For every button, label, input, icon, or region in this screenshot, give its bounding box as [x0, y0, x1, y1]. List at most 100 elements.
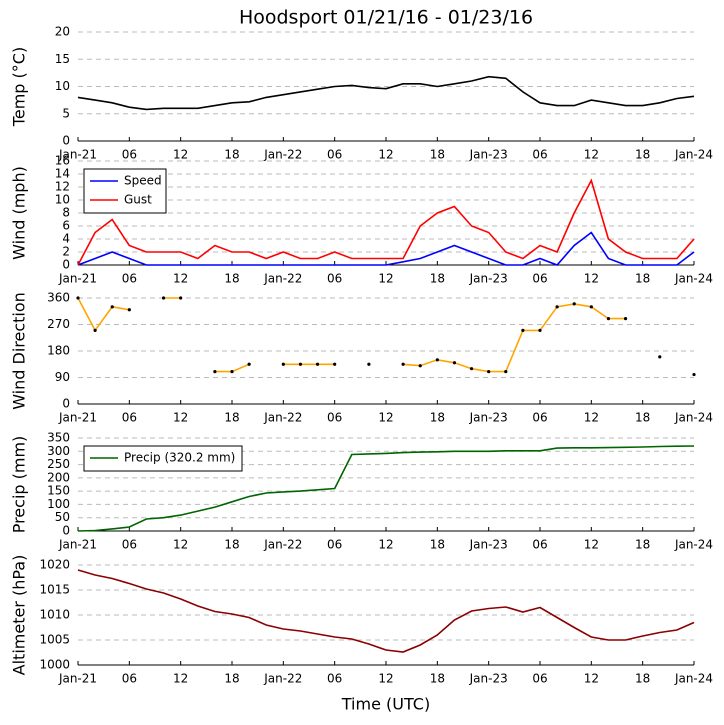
y-tick-label: 10: [55, 79, 70, 93]
x-tick-label: Jan-21: [58, 272, 97, 286]
point: [401, 362, 405, 366]
y-tick-label: 1020: [39, 558, 70, 572]
x-tick-label: Jan-23: [469, 411, 508, 425]
series-line: [77, 569, 695, 653]
y-axis-label: Wind Direction: [10, 292, 29, 410]
x-tick-label: Jan-23: [469, 538, 508, 552]
point: [93, 328, 97, 332]
y-tick-label: 15: [55, 52, 70, 66]
point: [623, 317, 628, 321]
legend-label: Gust: [124, 193, 152, 207]
series-line: [77, 445, 695, 532]
point: [606, 317, 611, 321]
point: [487, 370, 491, 374]
point: [247, 362, 251, 366]
x-tick-label: Jan-22: [263, 148, 302, 162]
x-tick-label: 12: [173, 672, 188, 686]
x-tick-label: 06: [532, 538, 547, 552]
x-tick-label: Jan-21: [58, 411, 97, 425]
point: [418, 364, 422, 368]
x-tick-label: 06: [532, 672, 547, 686]
x-tick-label: 18: [430, 148, 445, 162]
legend-label: Speed: [124, 174, 162, 188]
y-tick-label: 250: [47, 457, 70, 471]
series-line: [77, 231, 695, 266]
y-axis-label: Altimeter (hPa): [10, 555, 29, 676]
x-tick-label: 06: [122, 672, 137, 686]
x-tick-label: 06: [122, 411, 137, 425]
point: [572, 302, 576, 306]
x-tick-label: 12: [584, 538, 599, 552]
x-tick-label: Jan-23: [469, 672, 508, 686]
y-tick-label: 4: [62, 232, 70, 246]
x-tick-label: Jan-21: [58, 672, 97, 686]
y-tick-label: 150: [47, 484, 70, 498]
x-tick-label: 18: [224, 411, 239, 425]
x-tick-label: 18: [430, 538, 445, 552]
x-tick-label: 06: [327, 538, 342, 552]
x-tick-label: 12: [378, 272, 393, 286]
x-tick-label: Jan-21: [58, 538, 97, 552]
y-tick-label: 270: [47, 317, 70, 331]
y-tick-label: 2: [62, 245, 70, 259]
x-tick-label: 06: [327, 148, 342, 162]
point: [367, 362, 371, 366]
point: [127, 308, 131, 312]
x-tick-label: 06: [327, 272, 342, 286]
y-tick-label: 0: [62, 134, 70, 148]
y-axis-label: Temp (°C): [10, 47, 29, 127]
point: [469, 367, 474, 371]
x-tick-label: 06: [122, 538, 137, 552]
y-axis-label: Precip (mm): [10, 436, 29, 534]
x-tick-label: Jan-22: [263, 411, 302, 425]
x-tick-label: 06: [532, 272, 547, 286]
point: [281, 362, 285, 366]
x-tick-label: 18: [635, 148, 650, 162]
series-line: [77, 75, 695, 111]
point: [333, 362, 337, 366]
point: [213, 370, 217, 374]
x-tick-label: Jan-22: [263, 538, 302, 552]
point: [555, 305, 559, 309]
x-tick-label: 18: [224, 672, 239, 686]
y-tick-label: 300: [47, 444, 70, 458]
x-tick-label: 06: [532, 411, 547, 425]
x-tick-label: 18: [224, 148, 239, 162]
x-tick-label: 06: [122, 272, 137, 286]
point: [76, 296, 80, 300]
y-tick-label: 200: [47, 470, 70, 484]
x-tick-label: Jan-24: [674, 411, 713, 425]
x-tick-label: 18: [635, 272, 650, 286]
x-tick-label: 06: [532, 148, 547, 162]
x-tick-label: 12: [173, 538, 188, 552]
y-tick-label: 0: [62, 397, 70, 411]
point: [658, 355, 662, 359]
x-tick-label: 18: [224, 538, 239, 552]
x-tick-label: 18: [430, 672, 445, 686]
x-tick-label: 12: [584, 672, 599, 686]
y-tick-label: 5: [62, 106, 70, 120]
x-tick-label: 12: [173, 411, 188, 425]
point: [179, 296, 183, 300]
x-tick-label: Jan-24: [674, 538, 713, 552]
y-tick-label: 12: [55, 180, 70, 194]
x-tick-label: Jan-22: [263, 272, 302, 286]
x-tick-label: 12: [173, 272, 188, 286]
x-tick-label: 12: [378, 148, 393, 162]
x-tick-label: 12: [378, 672, 393, 686]
y-tick-label: 360: [47, 291, 70, 305]
y-tick-label: 6: [62, 219, 70, 233]
x-tick-label: 06: [327, 411, 342, 425]
x-tick-label: 12: [584, 148, 599, 162]
point: [589, 305, 593, 309]
x-tick-label: Jan-24: [674, 148, 713, 162]
x-tick-label: 18: [635, 672, 650, 686]
x-tick-label: 12: [378, 538, 393, 552]
point: [230, 370, 234, 374]
y-tick-label: 0: [62, 258, 70, 272]
point: [452, 361, 457, 365]
y-tick-label: 1005: [39, 633, 70, 647]
x-tick-label: 06: [327, 672, 342, 686]
